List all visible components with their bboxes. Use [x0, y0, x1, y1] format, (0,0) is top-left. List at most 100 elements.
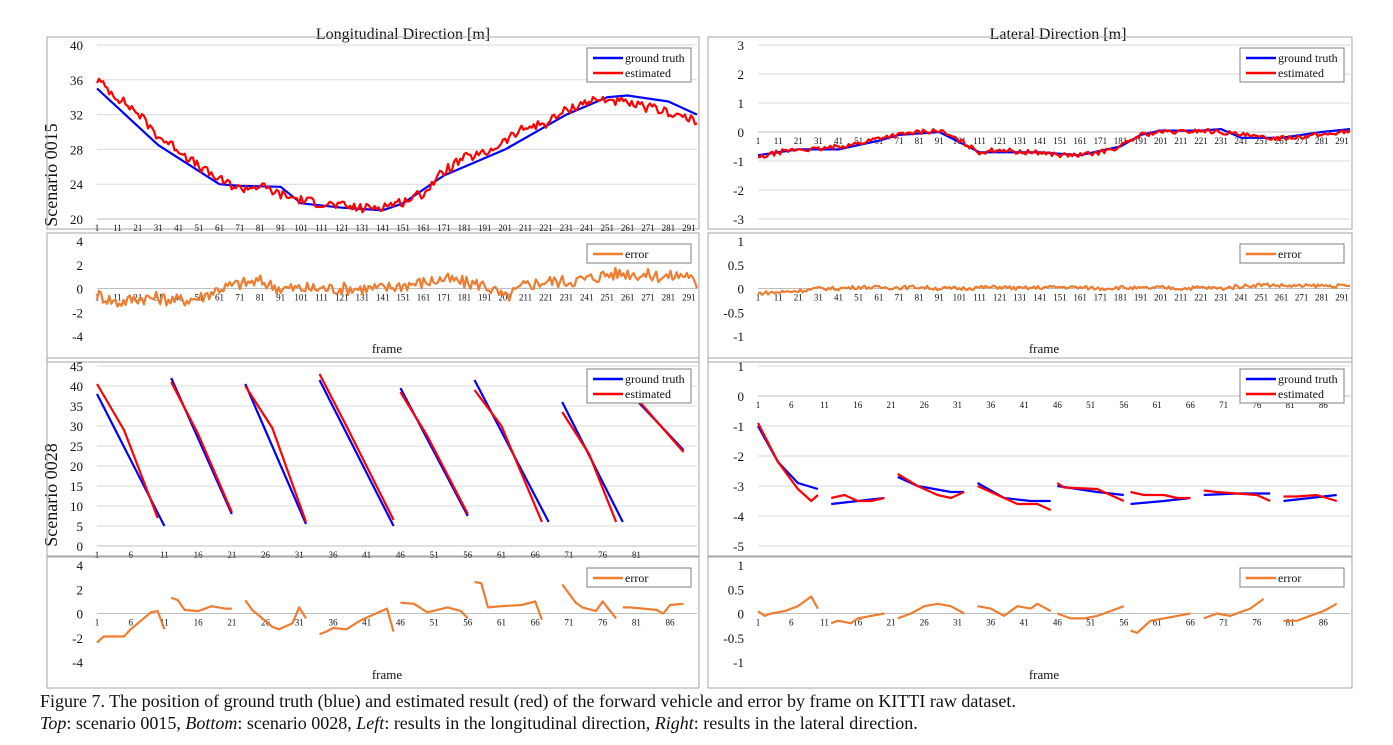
x-axis-title: frame — [372, 341, 403, 356]
y-tick-label: -4 — [72, 329, 83, 344]
series-line-ground-truth — [1283, 493, 1337, 503]
y-tick-label: -2 — [733, 449, 744, 464]
y-tick-label: 1 — [738, 558, 745, 573]
row-label-top: Scenario 0015 — [41, 123, 61, 226]
y-tick-label: 0.5 — [728, 582, 744, 597]
x-tick-label: 211 — [519, 293, 532, 303]
y-tick-label: 0 — [77, 282, 84, 297]
legend-label: ground truth — [625, 51, 685, 65]
legend-label: error — [625, 247, 648, 261]
x-tick-label: 81 — [632, 550, 641, 560]
x-tick-label: 151 — [1053, 136, 1067, 146]
x-tick-label: 281 — [1315, 136, 1329, 146]
legend-box — [586, 368, 692, 404]
series-line-ground-truth — [897, 475, 965, 494]
x-tick-label: 161 — [1073, 293, 1087, 303]
y-tick-label: 30 — [70, 419, 83, 434]
x-tick-label: 261 — [621, 223, 635, 233]
series-line-estimated — [399, 391, 469, 515]
chart-s28-lat-err: -1-0.500.511 6 11 16 21 26 31 36 41 46 51 56 61 66 71 7… — [707, 556, 1353, 689]
legend-label: ground truth — [1278, 372, 1338, 386]
x-tick-label: 41 — [362, 550, 371, 560]
x-tick-label: 46 — [1053, 400, 1063, 410]
x-tick-label: 101 — [294, 293, 308, 303]
caption-part: : scenario 0028, — [237, 713, 357, 733]
chart-s15-lat-err: -1-0.500.511 11 21 31 41 51 61 71 81 91 101 111 121 1… — [707, 232, 1353, 363]
caption-part: Right — [654, 713, 694, 733]
y-tick-label: 32 — [70, 108, 83, 123]
x-tick-label: 291 — [1335, 293, 1349, 303]
x-tick-label: 41 — [362, 618, 371, 628]
x-tick-label: 271 — [1295, 293, 1309, 303]
x-tick-label: 81 — [256, 223, 265, 233]
x-tick-label: 11 — [160, 550, 169, 560]
x-tick-label: 201 — [498, 293, 512, 303]
x-tick-label: 181 — [458, 223, 472, 233]
x-tick-label: 86 — [1319, 400, 1329, 410]
caption-line-2: Top: scenario 0015, Bottom: scenario 002… — [40, 712, 918, 734]
x-tick-label: 161 — [417, 223, 431, 233]
x-tick-label: 281 — [1315, 293, 1329, 303]
x-tick-label: 131 — [356, 293, 370, 303]
x-tick-label: 16 — [194, 618, 204, 628]
x-tick-label: 291 — [1335, 136, 1349, 146]
x-tick-label: 56 — [1119, 618, 1129, 628]
x-tick-label: 56 — [463, 618, 473, 628]
legend-label: estimated — [1278, 66, 1324, 80]
x-tick-label: 31 — [295, 618, 304, 628]
y-tick-label: 10 — [70, 499, 83, 514]
x-tick-label: 51 — [854, 293, 863, 303]
series-line-estimated — [757, 128, 1351, 159]
x-tick-label: 1 — [756, 400, 761, 410]
series-line-estimated — [1283, 493, 1338, 503]
series-line-estimated — [318, 373, 395, 521]
caption-part: : scenario 0015, — [66, 713, 186, 733]
x-tick-label: 51 — [430, 550, 439, 560]
x-tick-label: 121 — [335, 293, 349, 303]
x-tick-label: 191 — [478, 223, 492, 233]
y-tick-label: -1 — [733, 419, 744, 434]
legend-box — [1239, 567, 1345, 588]
x-tick-label: 151 — [1053, 293, 1067, 303]
y-tick-label: 24 — [70, 177, 84, 192]
x-tick-label: 81 — [915, 293, 924, 303]
x-tick-label: 1 — [756, 293, 761, 303]
series-line-estimated — [1056, 482, 1125, 503]
x-tick-label: 281 — [662, 293, 676, 303]
y-tick-label: 2 — [77, 258, 84, 273]
x-tick-label: 21 — [227, 550, 236, 560]
x-tick-label: 66 — [531, 618, 541, 628]
series-line-error — [96, 609, 166, 644]
x-tick-label: 71 — [894, 136, 903, 146]
x-axis-title: frame — [372, 667, 403, 682]
x-tick-label: 81 — [1286, 400, 1295, 410]
x-tick-label: 91 — [935, 136, 944, 146]
x-tick-label: 181 — [1114, 293, 1128, 303]
x-tick-label: 31 — [814, 293, 823, 303]
x-tick-label: 56 — [1119, 400, 1129, 410]
x-axis-title: frame — [1029, 667, 1060, 682]
x-tick-label: 36 — [986, 618, 996, 628]
x-tick-label: 6 — [789, 618, 794, 628]
x-tick-label: 41 — [834, 136, 843, 146]
series-line-error — [757, 595, 819, 618]
x-tick-label: 61 — [497, 550, 506, 560]
x-tick-label: 51 — [1086, 400, 1095, 410]
x-tick-label: 191 — [1134, 136, 1148, 146]
series-line-ground-truth — [976, 482, 1051, 503]
y-tick-label: 0.5 — [728, 258, 744, 273]
y-tick-label: 35 — [70, 399, 83, 414]
col-title-left: Longitudinal Direction [m] — [316, 26, 490, 43]
x-tick-label: 76 — [598, 618, 608, 628]
x-tick-label: 46 — [396, 550, 406, 560]
x-tick-label: 31 — [953, 618, 962, 628]
x-tick-label: 1 — [95, 223, 100, 233]
x-tick-label: 81 — [632, 618, 641, 628]
y-tick-label: 25 — [70, 439, 83, 454]
x-tick-label: 201 — [1154, 136, 1168, 146]
y-tick-label: 4 — [77, 234, 84, 249]
legend-box — [1239, 243, 1345, 264]
